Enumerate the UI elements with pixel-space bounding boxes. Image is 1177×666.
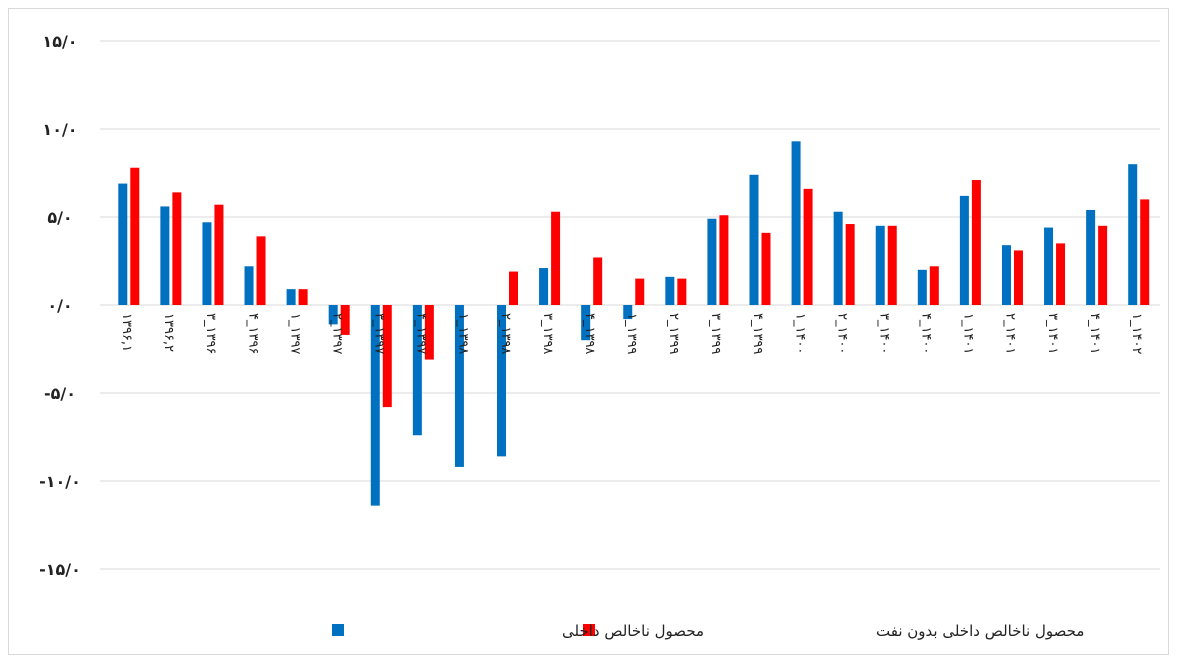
bar bbox=[340, 305, 350, 335]
x-tick-label: ۳_۱۳۹۶ bbox=[203, 313, 218, 354]
bar bbox=[256, 236, 266, 305]
x-tick-label: ۴_۱۳۹۷ bbox=[414, 313, 429, 354]
x-tick-label: ۱_۱۴۰۱ bbox=[961, 313, 976, 354]
bar bbox=[370, 305, 380, 506]
x-tick-label: ۴_۱۴۰۱ bbox=[1087, 313, 1102, 354]
chart-border bbox=[8, 8, 1169, 655]
bar bbox=[1128, 164, 1138, 305]
bar bbox=[412, 305, 422, 436]
bar bbox=[160, 206, 170, 305]
legend-swatch bbox=[332, 624, 344, 636]
x-tick-label: ۲_۱۴۰۱ bbox=[1003, 313, 1018, 354]
x-tick-label: ۴_۱۳۹۹ bbox=[750, 313, 765, 354]
bar bbox=[118, 183, 128, 305]
bar bbox=[845, 224, 855, 305]
x-tick-label: ۱_۱۳۹۷ bbox=[287, 313, 302, 354]
y-tick-label: ۵/۰ bbox=[47, 208, 72, 227]
bar bbox=[424, 305, 434, 360]
x-tick-label: ۲_۱۳۹۷ bbox=[329, 313, 344, 354]
x-tick-label: ۱_۱۴۰۲ bbox=[1129, 313, 1144, 354]
bar bbox=[761, 232, 771, 305]
x-tick-label: ۳_۱۳۹۹ bbox=[708, 313, 723, 354]
bar bbox=[539, 268, 549, 305]
y-tick-label: ۰/۰ bbox=[47, 296, 72, 315]
y-tick-label: -۵/۰ bbox=[44, 384, 76, 403]
bar bbox=[959, 195, 969, 305]
y-tick-label: -۱۵/۰ bbox=[39, 560, 81, 579]
bar bbox=[382, 305, 392, 408]
y-tick-label: ۱۵/۰ bbox=[42, 32, 77, 51]
x-tick-label: ۲_۱۳۹۹ bbox=[666, 313, 681, 354]
x-tick-label: ۱_۱۴۰۰ bbox=[792, 313, 807, 354]
x-tick-label: ۳_۱۴۰۰ bbox=[876, 313, 891, 354]
bar bbox=[971, 180, 981, 305]
bar bbox=[286, 289, 296, 305]
bar bbox=[1056, 243, 1066, 305]
y-tick-label: ۱۰/۰ bbox=[42, 120, 77, 139]
bar bbox=[875, 225, 885, 305]
bar bbox=[1098, 225, 1108, 305]
legend-swatch bbox=[583, 624, 595, 636]
bar bbox=[509, 271, 519, 305]
x-tick-label: ۱۳۹۶,۱ bbox=[119, 313, 134, 352]
y-tick-label: -۱۰/۰ bbox=[39, 472, 81, 491]
x-tick-label: ۴_۱۳۹۸ bbox=[582, 313, 597, 354]
bar bbox=[497, 305, 507, 457]
bar bbox=[1086, 209, 1096, 305]
bar bbox=[1001, 245, 1011, 305]
bar bbox=[707, 218, 717, 305]
x-tick-label: ۱۳۹۶,۲ bbox=[161, 313, 176, 352]
bar bbox=[581, 305, 591, 341]
bar bbox=[665, 276, 675, 305]
bar bbox=[803, 188, 813, 305]
bar bbox=[130, 167, 140, 305]
bar bbox=[1044, 227, 1054, 305]
bar bbox=[551, 211, 561, 305]
x-tick-label: ۳_۱۳۹۸ bbox=[540, 313, 555, 354]
bar bbox=[929, 266, 939, 305]
bar bbox=[749, 174, 759, 305]
bar bbox=[635, 278, 645, 305]
bar bbox=[214, 204, 224, 305]
x-tick-label: ۱_۱۳۹۸ bbox=[456, 313, 471, 354]
bar bbox=[1013, 250, 1023, 305]
legend-label: محصول ناخالص داخلی بدون نفت bbox=[876, 622, 1084, 640]
bar bbox=[887, 225, 897, 305]
bar bbox=[172, 192, 182, 305]
bar bbox=[244, 266, 254, 305]
x-tick-label: ۲_۱۴۰۰ bbox=[834, 313, 849, 354]
x-tick-label: ۳_۱۴۰۱ bbox=[1045, 313, 1060, 354]
x-tick-label: ۴_۱۴۰۰ bbox=[919, 313, 934, 354]
bar bbox=[917, 269, 927, 305]
x-tick-label: ۳_۱۳۹۷ bbox=[372, 313, 387, 354]
bar bbox=[298, 289, 308, 305]
x-tick-label: ۴_۱۳۹۶ bbox=[245, 313, 260, 354]
bar bbox=[677, 278, 687, 305]
bar bbox=[833, 211, 843, 305]
bar bbox=[1140, 199, 1150, 305]
x-tick-label: ۱_۱۳۹۹ bbox=[624, 313, 639, 354]
bar bbox=[623, 305, 633, 320]
x-tick-label: ۲_۱۳۹۸ bbox=[498, 313, 513, 354]
legend-label: محصول ناخالص داخلی bbox=[562, 622, 704, 640]
bar bbox=[454, 305, 464, 467]
bar bbox=[328, 305, 338, 325]
bar bbox=[593, 257, 603, 305]
bar bbox=[791, 141, 801, 305]
bar bbox=[202, 222, 212, 305]
bar bbox=[719, 215, 729, 305]
